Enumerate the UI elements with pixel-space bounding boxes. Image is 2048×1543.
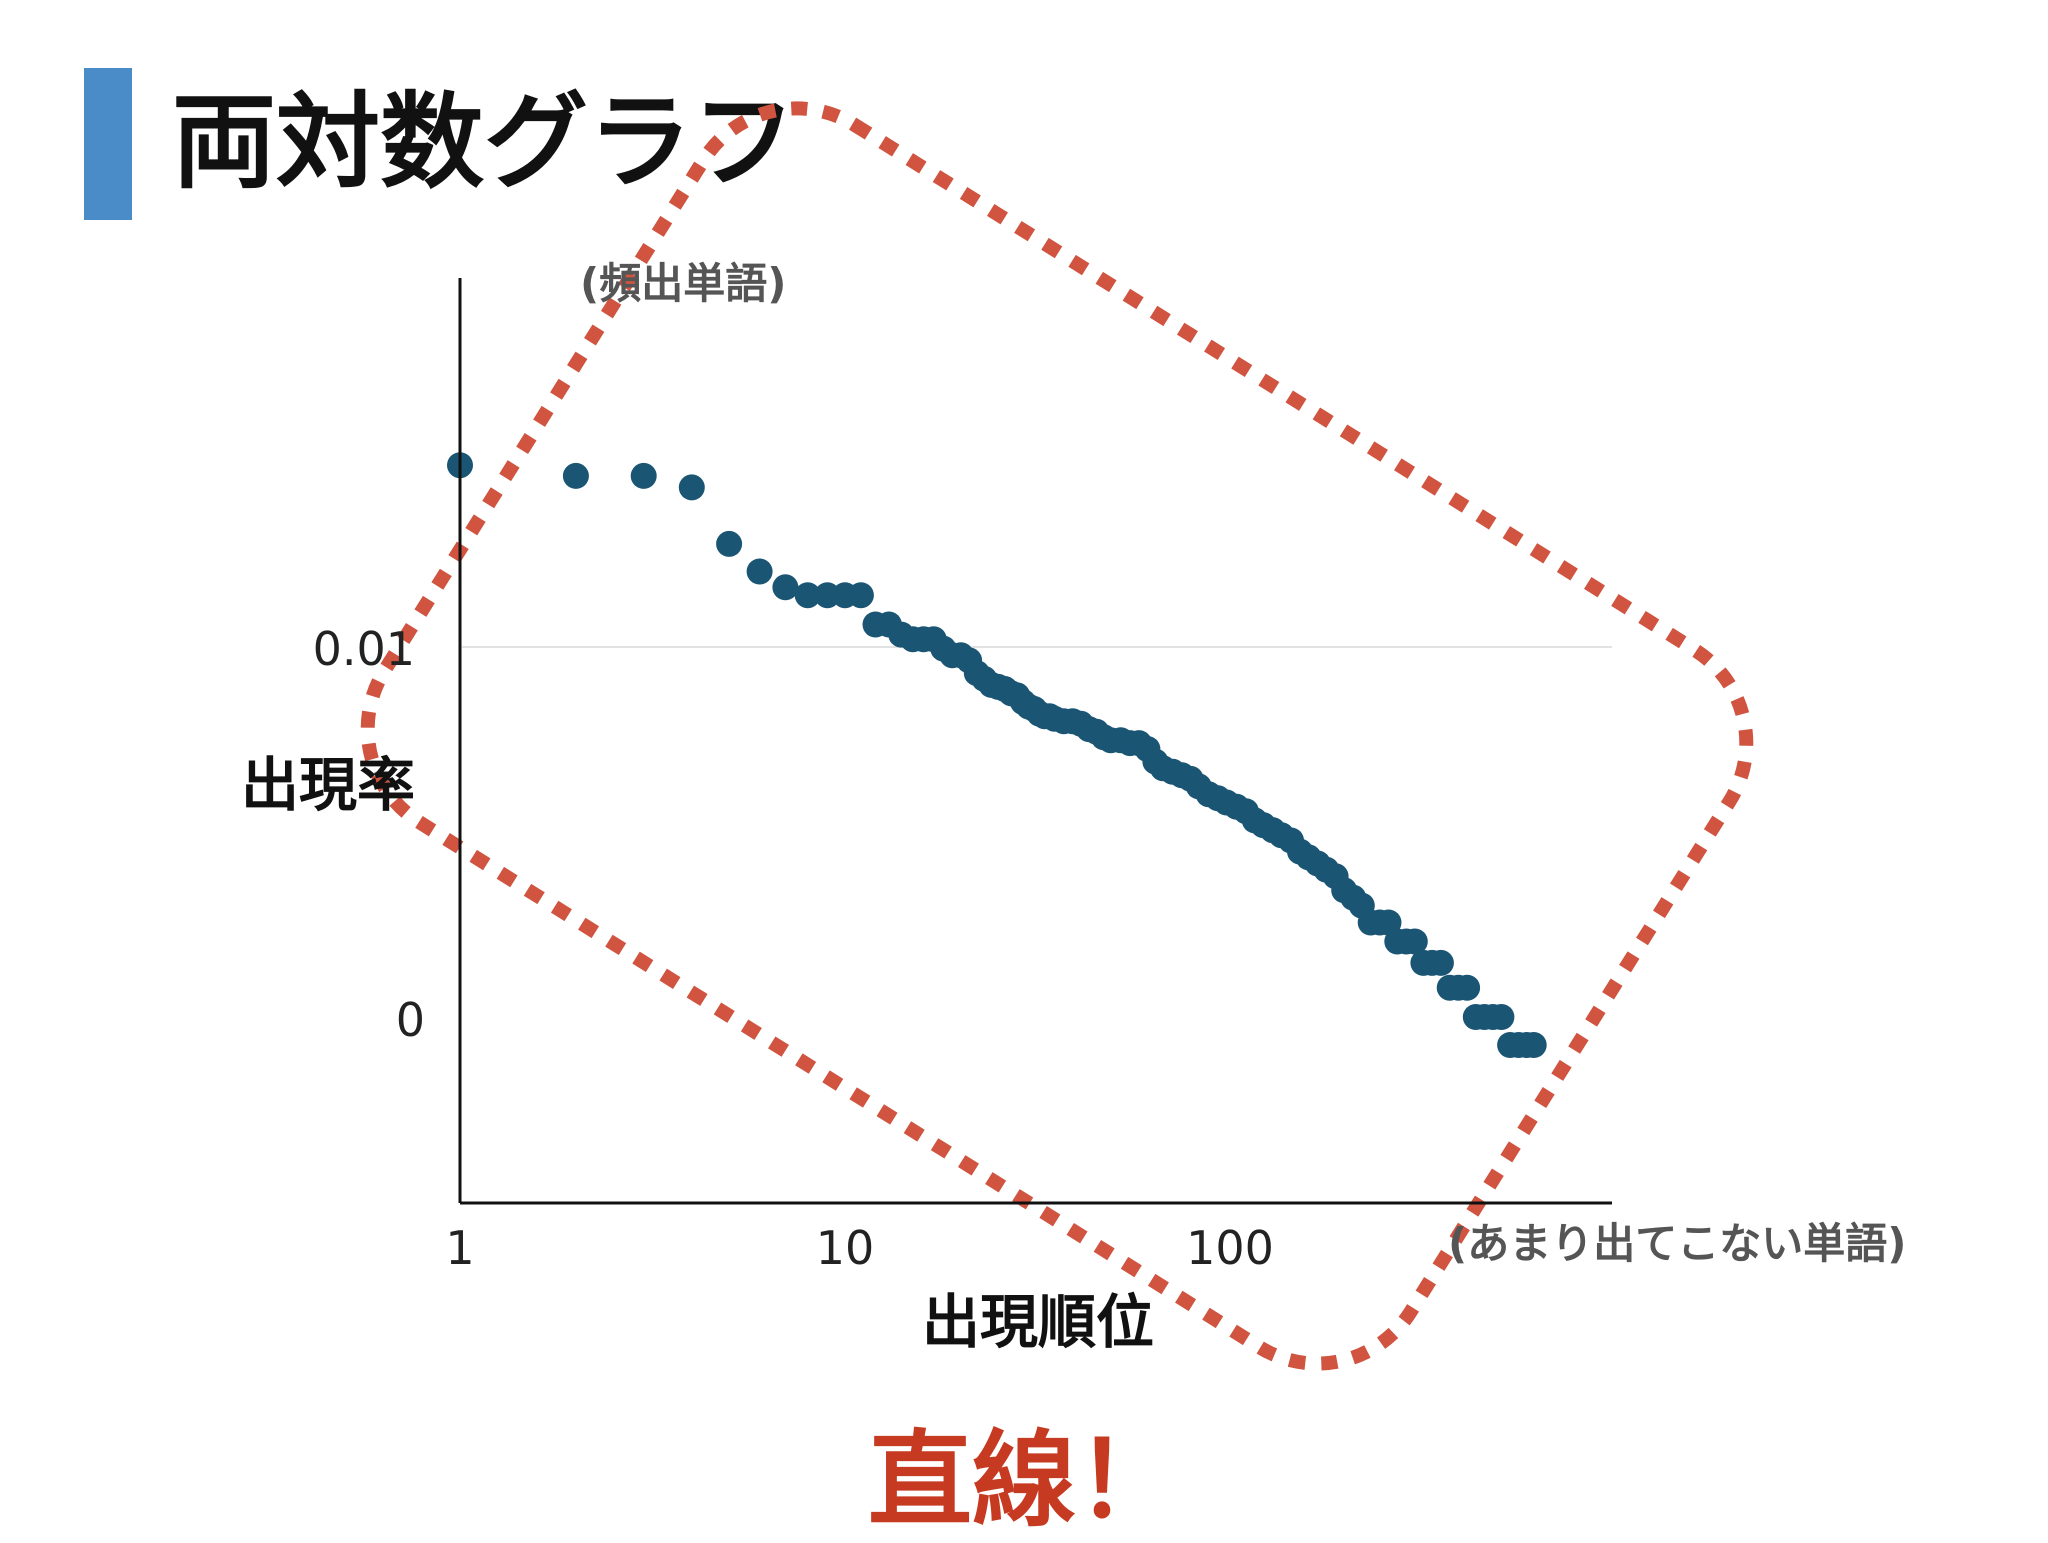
x-tick-label: 10 xyxy=(816,1221,875,1275)
data-points xyxy=(447,452,1547,1058)
data-point xyxy=(772,574,799,601)
data-point xyxy=(847,582,874,609)
x-tick-label: 1 xyxy=(445,1221,474,1275)
highlight-region xyxy=(360,101,1754,1371)
rare-words-annotation: (あまり出てこない単語) xyxy=(1448,1219,1906,1268)
conclusion-text: 直線！ xyxy=(867,1419,1180,1541)
frequent-words-annotation: (頻出単語) xyxy=(580,259,786,308)
data-point xyxy=(1401,928,1428,955)
title-accent-bar xyxy=(84,68,132,220)
data-point xyxy=(630,462,657,489)
slide-title: 両対数グラフ xyxy=(172,81,797,203)
x-axis-title: 出現順位 xyxy=(922,1288,1154,1356)
data-point xyxy=(716,530,743,557)
y-tick-label: 0 xyxy=(396,993,425,1047)
data-point xyxy=(1520,1032,1547,1058)
data-point xyxy=(746,558,773,585)
data-point xyxy=(1427,949,1454,976)
data-point xyxy=(1454,974,1481,1001)
y-axis-title: 出現率 xyxy=(241,751,415,819)
data-point xyxy=(678,474,705,501)
data-point xyxy=(794,582,821,609)
data-point xyxy=(562,462,589,489)
data-point xyxy=(1488,1004,1515,1030)
x-tick-label: 100 xyxy=(1186,1221,1274,1275)
y-tick-label: 0.01 xyxy=(313,622,415,676)
